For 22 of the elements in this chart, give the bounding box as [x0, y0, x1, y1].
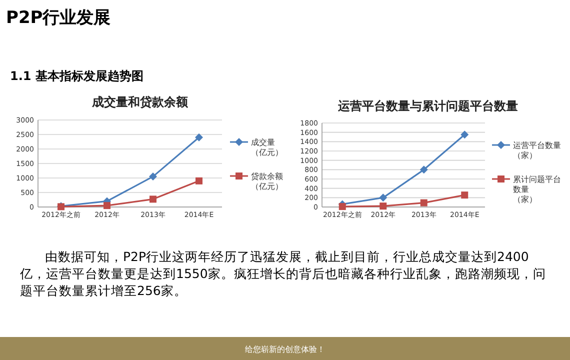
point: [196, 177, 202, 184]
text: 给您崭新的创意体验！: [245, 345, 325, 354]
point: [420, 166, 428, 174]
point: [149, 172, 157, 181]
point: [379, 194, 388, 202]
point: [150, 196, 156, 203]
point: [461, 192, 468, 199]
point: [104, 202, 110, 210]
point: [380, 202, 387, 210]
chart-title: 运营平台数量与累计问题平台数量: [337, 99, 518, 113]
chart-title: 成交量和贷款余额: [91, 95, 189, 109]
point: [460, 130, 469, 139]
text: P2P行业发展: [6, 8, 111, 28]
legend-label: 贷款余额（亿元）: [251, 172, 283, 191]
legend-label: 累计问题平台数量（家）: [513, 175, 561, 204]
text: 由数据可知，P2P行业这两年经历了迅猛发展，截止到目前，行业总成交量达到2400亿，运营平台数量更是达到1550家。疯狂增长的背后也暗藏各种行业乱象，跑路潮频现，问题平台数量累计增至256家。: [20, 248, 547, 299]
point: [338, 203, 346, 210]
legend-label: 成交量（亿元）: [251, 138, 283, 157]
legend-label: 运营平台数量（家）: [513, 141, 561, 160]
point: [420, 199, 428, 206]
point: [195, 133, 203, 142]
text: 1.1 基本指标发展趋势图: [10, 69, 144, 83]
